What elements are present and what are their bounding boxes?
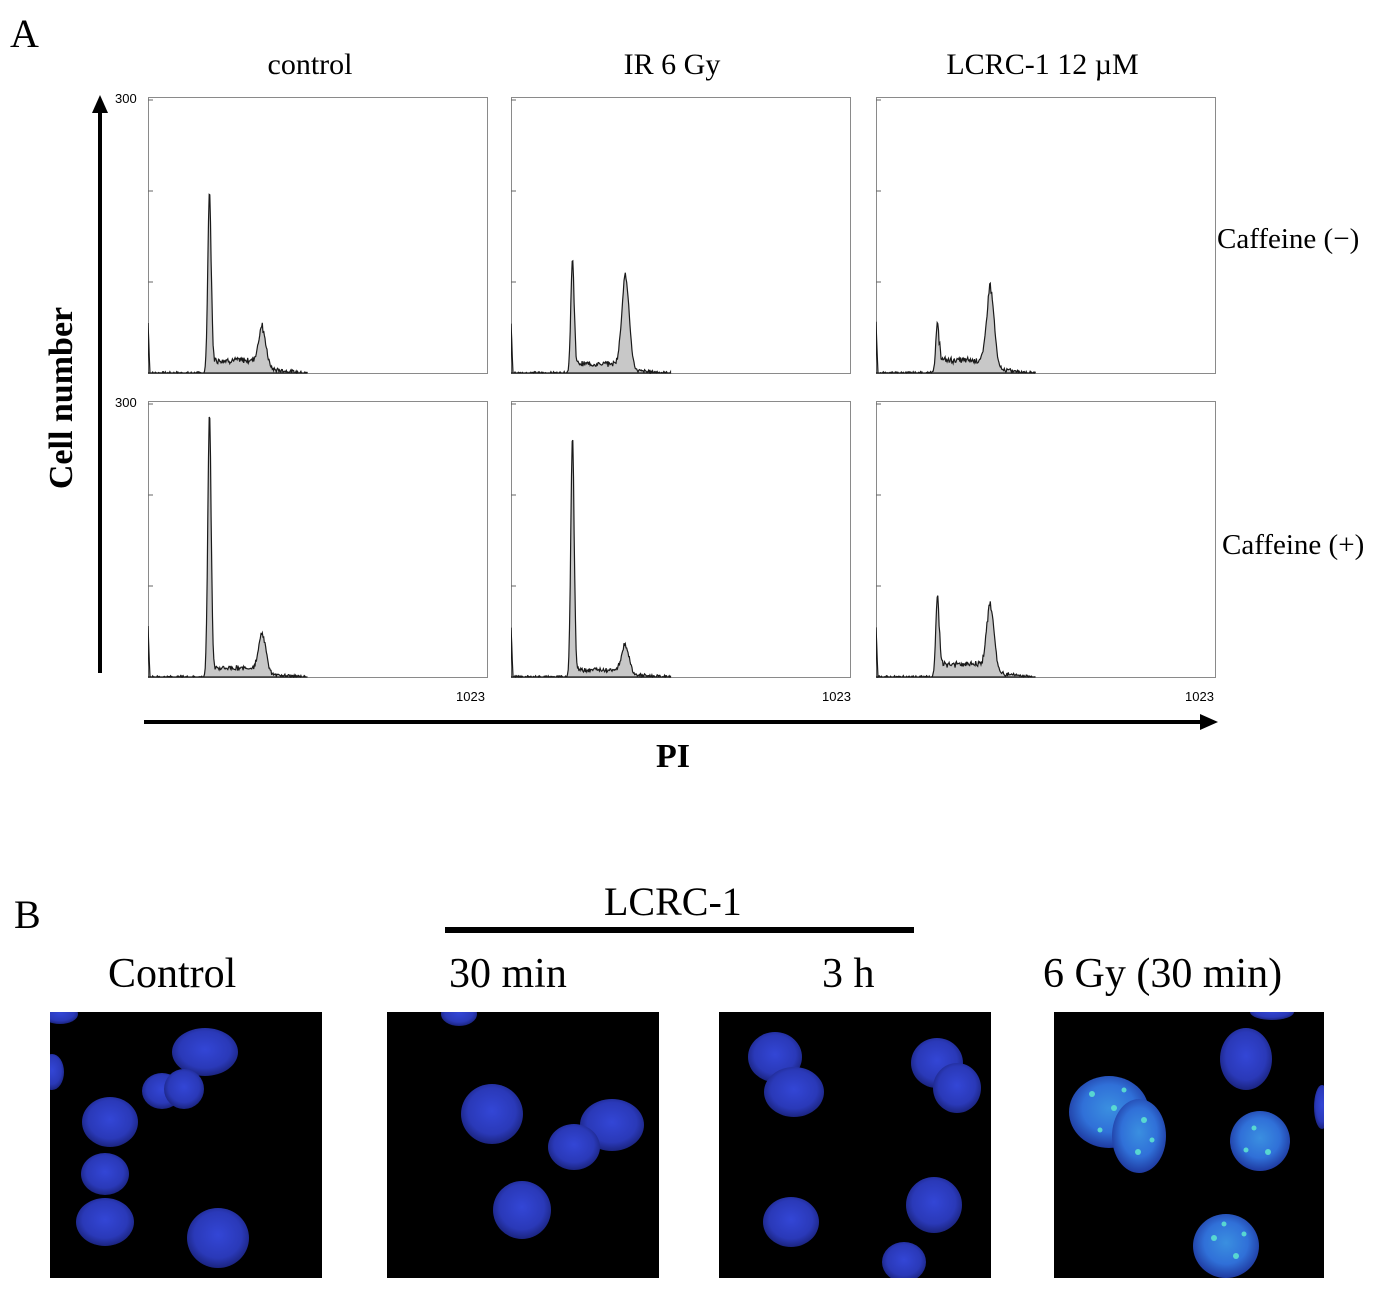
x-axis-title: PI [656,738,690,775]
micrograph-title-3h: 3 h [822,951,875,997]
micrograph-title-30min: 30 min [449,951,567,997]
histogram-area [511,439,672,678]
nucleus [933,1063,981,1113]
histogram-lcrc-caffeine-plus [876,401,1216,678]
nucleus [441,1012,477,1026]
nucleus [882,1242,926,1278]
nucleus [81,1153,129,1195]
column-title-lcrc: LCRC-1 12 µM [946,48,1139,81]
lcrc-group-label: LCRC-1 [604,879,742,924]
nucleus [764,1067,824,1117]
x-max-tick-label-2: 1023 [822,689,851,704]
column-title-control: control [267,48,353,81]
row-label-caffeine-plus: Caffeine (+) [1222,529,1365,561]
nucleus [1230,1111,1290,1171]
nucleus [763,1197,819,1247]
nucleus [1314,1085,1324,1129]
histogram-area [876,281,1037,374]
nucleus [1250,1012,1294,1020]
x-max-tick-label-3: 1023 [1185,689,1214,704]
nucleus [461,1084,523,1144]
micrograph-control [50,1012,322,1278]
nucleus [906,1177,962,1233]
histogram-ir-caffeine-minus [511,97,851,374]
x-max-tick-label-1: 1023 [456,689,485,704]
micrograph-title-control: Control [108,951,237,997]
histogram-ir-caffeine-plus [511,401,851,678]
micrograph-title-6gy: 6 Gy (30 min) [1043,951,1283,997]
y-axis-arrow [92,95,108,673]
column-title-ir: IR 6 Gy [623,48,721,81]
histogram-frame [148,401,488,678]
histogram-area [148,193,308,374]
histogram-control-caffeine-minus [148,97,488,374]
nucleus [50,1012,78,1024]
histogram-area [511,259,672,374]
histogram-frame [148,97,488,374]
nucleus [1112,1099,1166,1173]
micrograph-lcrc-30min [387,1012,659,1278]
x-axis-arrow [144,714,1218,730]
nucleus [50,1054,64,1090]
panel-b-letter: B [14,892,41,937]
nucleus [1220,1028,1272,1090]
nucleus [548,1124,600,1170]
y-axis-title: Cell number [43,306,80,490]
y-max-tick-label-row1: 300 [115,91,137,106]
histogram-frame [511,401,851,678]
nucleus [187,1208,249,1268]
micrograph-6gy-30min [1054,1012,1324,1278]
histogram-area [876,595,1036,678]
nucleus [1193,1214,1259,1278]
foci-cluster [1089,1087,1271,1259]
histogram-frame [511,97,851,374]
nucleus [164,1069,204,1109]
histogram-area [148,416,308,678]
row-label-caffeine-minus: Caffeine (−) [1217,223,1360,255]
histogram-control-caffeine-plus [148,401,488,678]
nucleus [493,1181,551,1239]
panel-a-letter: A [10,11,39,56]
nucleus [172,1028,238,1076]
histogram-frame [876,401,1216,678]
y-max-tick-label-row2: 300 [115,395,137,410]
histogram-frame [876,97,1216,374]
micrograph-lcrc-3h [719,1012,991,1278]
nucleus [76,1198,134,1246]
lcrc-group-bar [445,927,914,933]
histogram-lcrc-caffeine-minus [876,97,1216,374]
nucleus [82,1097,138,1147]
